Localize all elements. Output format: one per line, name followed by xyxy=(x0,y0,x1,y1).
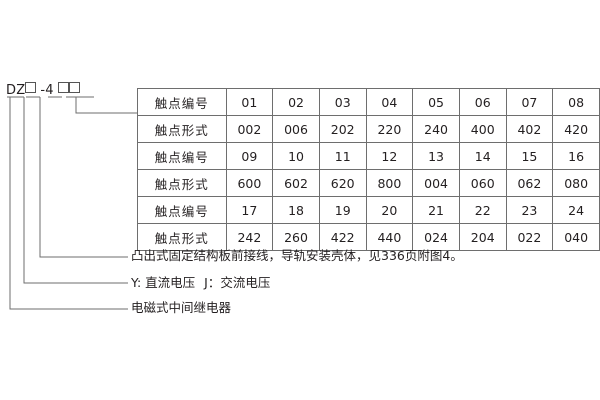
table-cell: 422 xyxy=(318,223,367,251)
table-cell: 23 xyxy=(505,196,554,224)
table-cell: 602 xyxy=(272,169,320,197)
model-code-separator: -4 xyxy=(40,83,54,98)
table-cell: 14 xyxy=(458,142,507,170)
table-cell: 620 xyxy=(318,169,367,197)
note-voltage: Y: 直流电压 J：交流电压 xyxy=(131,275,271,290)
contact-spec-table: 触点编号 01 02 03 04 05 06 07 08 触点形式 002 00… xyxy=(137,88,600,251)
note-structure: 凸出式固定结构板前接线，导轨安装壳体，见336页附图4。 xyxy=(131,248,463,263)
table-cell: 080 xyxy=(552,169,600,197)
table-cell: 12 xyxy=(365,142,414,170)
leader-line-device-name xyxy=(9,97,128,310)
table-cell: 13 xyxy=(412,142,460,170)
table-cell: 002 xyxy=(225,115,274,143)
row-label: 触点形式 xyxy=(137,223,227,251)
table-cell: 04 xyxy=(365,88,414,116)
table-row: 触点编号 09 10 11 12 13 14 15 16 xyxy=(137,142,600,170)
model-code-prefix: DZ xyxy=(6,83,26,98)
table-cell: 220 xyxy=(365,115,414,143)
leader-line-structure xyxy=(39,97,128,258)
table-cell: 07 xyxy=(505,88,554,116)
table-cell: 204 xyxy=(458,223,507,251)
row-label: 触点编号 xyxy=(137,88,227,116)
table-cell: 260 xyxy=(272,223,320,251)
table-cell: 024 xyxy=(412,223,460,251)
table-cell: 004 xyxy=(412,169,460,197)
table-cell: 20 xyxy=(365,196,414,224)
table-cell: 17 xyxy=(225,196,274,224)
table-cell: 202 xyxy=(318,115,367,143)
table-cell: 402 xyxy=(505,115,554,143)
table-cell: 600 xyxy=(225,169,274,197)
table-cell: 16 xyxy=(552,142,600,170)
model-code-box-2-icon xyxy=(57,82,69,93)
note-device-name: 电磁式中间继电器 xyxy=(131,300,232,315)
table-cell: 22 xyxy=(458,196,507,224)
table-cell: 06 xyxy=(458,88,507,116)
table-cell: 19 xyxy=(318,196,367,224)
table-cell: 10 xyxy=(272,142,320,170)
leader-line-contact-form xyxy=(75,97,137,114)
table-cell: 006 xyxy=(272,115,320,143)
table-cell: 242 xyxy=(225,223,274,251)
table-cell: 022 xyxy=(505,223,554,251)
table-cell: 01 xyxy=(225,88,274,116)
table-cell: 21 xyxy=(412,196,460,224)
note-voltage-dc: Y: 直流电压 xyxy=(131,275,196,290)
table-cell: 060 xyxy=(458,169,507,197)
row-label: 触点形式 xyxy=(137,169,227,197)
table-cell: 420 xyxy=(552,115,600,143)
table-cell: 062 xyxy=(505,169,554,197)
table-cell: 800 xyxy=(365,169,414,197)
row-label: 触点编号 xyxy=(137,196,227,224)
table-cell: 040 xyxy=(552,223,600,251)
table-cell: 400 xyxy=(458,115,507,143)
table-cell: 08 xyxy=(552,88,600,116)
model-code-box-1-icon xyxy=(25,82,37,93)
row-label: 触点形式 xyxy=(137,115,227,143)
table-cell: 15 xyxy=(505,142,554,170)
row-label: 触点编号 xyxy=(137,142,227,170)
table-cell: 11 xyxy=(318,142,367,170)
model-code: DZ -4 xyxy=(6,82,80,98)
table-cell: 440 xyxy=(365,223,414,251)
table-row: 触点编号 01 02 03 04 05 06 07 08 xyxy=(137,88,600,116)
model-code-box-3-icon xyxy=(68,82,80,93)
table-cell: 03 xyxy=(318,88,367,116)
table-row: 触点形式 242 260 422 440 024 204 022 040 xyxy=(137,223,600,251)
table-cell: 18 xyxy=(272,196,320,224)
note-voltage-ac: J：交流电压 xyxy=(204,275,271,290)
table-cell: 09 xyxy=(225,142,274,170)
table-row: 触点编号 17 18 19 20 21 22 23 24 xyxy=(137,196,600,224)
table-cell: 05 xyxy=(412,88,460,116)
leader-line-voltage xyxy=(23,97,128,284)
table-cell: 24 xyxy=(552,196,600,224)
table-row: 触点形式 002 006 202 220 240 400 402 420 xyxy=(137,115,600,143)
table-cell: 02 xyxy=(272,88,320,116)
table-cell: 240 xyxy=(412,115,460,143)
table-row: 触点形式 600 602 620 800 004 060 062 080 xyxy=(137,169,600,197)
